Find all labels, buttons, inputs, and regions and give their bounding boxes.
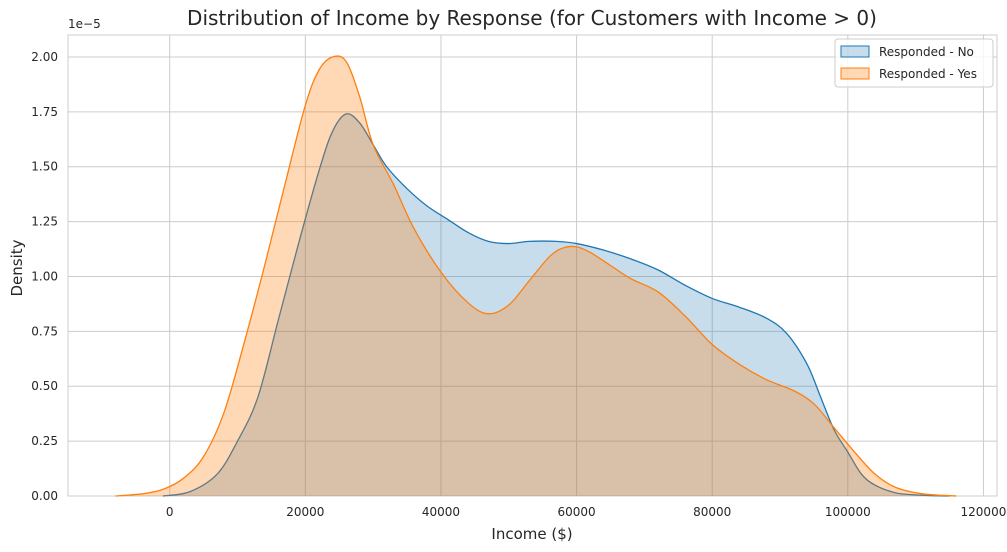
y-offset-label: 1e−5 [68,17,101,31]
axis-layer: 0 20000 40000 60000 80000 100000 120000 0.00 0.2… [31,50,1006,519]
y-tick-label: 0.25 [31,434,58,448]
y-axis-label: Density [8,239,26,296]
legend-label-responded-no: Responded - No [879,45,974,59]
density-area-responded-yes [115,55,957,496]
x-tick-label: 0 [166,505,174,519]
x-tick-label: 100000 [825,505,871,519]
x-tick-label: 120000 [961,505,1007,519]
x-axis-label: Income ($) [491,525,572,543]
density-line-responded-yes [115,55,957,497]
y-tick-label: 0.50 [31,379,58,393]
y-tick-label: 2.00 [31,50,58,64]
series-layer [115,55,957,497]
y-tick-label: 1.00 [31,269,58,283]
legend-swatch-responded-no [840,45,870,58]
legend-box [834,38,994,88]
legend: Responded - No Responded - Yes [834,38,994,88]
y-tick-label: 0.75 [31,324,58,338]
legend-swatch-responded-yes [840,67,870,80]
x-tick-label: 60000 [557,505,595,519]
density-area-responded-no [162,113,950,496]
density-line-responded-no [162,113,950,497]
x-tick-label: 20000 [286,505,324,519]
chart-title: Distribution of Income by Response (for … [187,6,877,30]
y-tick-label: 0.00 [31,489,58,503]
legend-label-responded-yes: Responded - Yes [879,67,977,81]
y-tick-label: 1.75 [31,105,58,119]
y-tick-label: 1.50 [31,160,58,174]
y-tick-label: 1.25 [31,215,58,229]
x-tick-label: 80000 [693,505,731,519]
x-tick-label: 40000 [422,505,460,519]
